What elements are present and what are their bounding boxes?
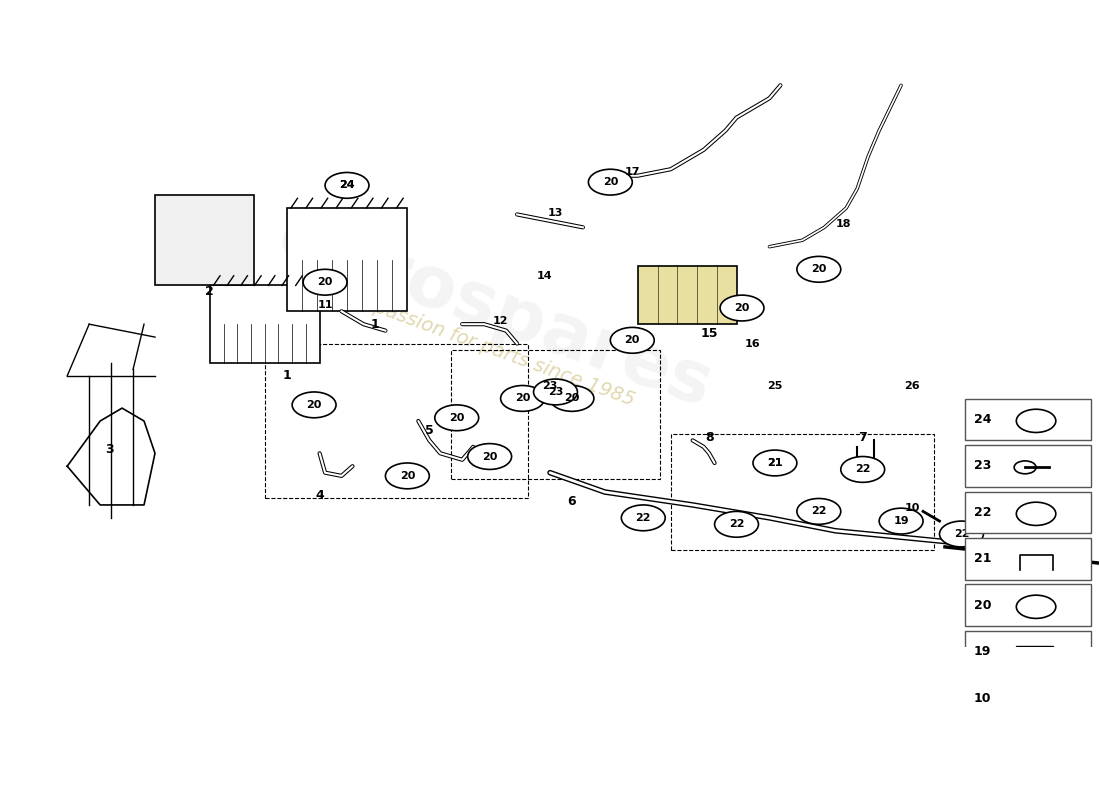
Text: 2: 2 [206, 286, 214, 298]
Text: 20: 20 [625, 335, 640, 346]
Polygon shape [987, 740, 1053, 750]
FancyBboxPatch shape [287, 208, 407, 311]
Text: 20: 20 [482, 451, 497, 462]
FancyBboxPatch shape [965, 585, 1091, 626]
Circle shape [796, 498, 840, 524]
Text: 20: 20 [603, 177, 618, 187]
Text: eurospares: eurospares [268, 201, 722, 422]
Text: 5: 5 [425, 424, 433, 437]
Circle shape [500, 386, 544, 411]
Text: 4: 4 [316, 489, 324, 502]
FancyBboxPatch shape [965, 445, 1091, 487]
Circle shape [550, 386, 594, 411]
Text: 20: 20 [399, 471, 415, 481]
Circle shape [754, 450, 796, 476]
Text: 121 07: 121 07 [999, 790, 1057, 800]
Text: 20: 20 [515, 394, 530, 403]
Text: 22: 22 [636, 513, 651, 523]
Circle shape [385, 463, 429, 489]
Text: 13: 13 [548, 208, 563, 218]
Text: 25: 25 [767, 381, 782, 390]
Circle shape [434, 405, 478, 430]
Text: 20: 20 [564, 394, 580, 403]
Text: 1: 1 [370, 318, 378, 330]
Text: 18: 18 [835, 219, 850, 229]
Text: 15: 15 [701, 327, 718, 341]
Text: 26: 26 [904, 381, 920, 390]
Text: 20: 20 [811, 264, 826, 274]
Text: 10: 10 [904, 503, 920, 513]
FancyBboxPatch shape [638, 266, 737, 324]
Text: 24: 24 [339, 180, 355, 190]
Text: 7: 7 [858, 430, 867, 444]
FancyBboxPatch shape [965, 398, 1091, 440]
Text: 22: 22 [954, 529, 969, 539]
Circle shape [715, 511, 759, 538]
Circle shape [840, 457, 884, 482]
Text: 24: 24 [339, 180, 355, 190]
Text: 10: 10 [974, 692, 991, 705]
Text: 11: 11 [317, 300, 333, 310]
Circle shape [468, 444, 512, 470]
Circle shape [939, 521, 983, 547]
Text: 23: 23 [542, 381, 558, 390]
FancyBboxPatch shape [965, 491, 1091, 534]
FancyBboxPatch shape [155, 195, 254, 286]
Circle shape [293, 392, 336, 418]
FancyBboxPatch shape [965, 678, 1091, 719]
Circle shape [621, 505, 665, 530]
Text: 21: 21 [767, 458, 783, 468]
Text: 23: 23 [974, 459, 991, 473]
Text: 22: 22 [974, 506, 991, 519]
Text: 12: 12 [493, 316, 508, 326]
Circle shape [304, 270, 346, 295]
Text: 20: 20 [974, 599, 991, 612]
Text: 20: 20 [735, 303, 750, 313]
Text: 21: 21 [974, 553, 991, 566]
Text: 20: 20 [449, 413, 464, 422]
Circle shape [588, 170, 632, 195]
FancyBboxPatch shape [965, 782, 1091, 800]
Text: 8: 8 [705, 430, 714, 444]
FancyBboxPatch shape [1016, 692, 1053, 707]
Text: 20: 20 [307, 400, 322, 410]
Text: 3: 3 [106, 443, 114, 456]
Circle shape [796, 256, 840, 282]
FancyBboxPatch shape [959, 720, 1097, 782]
Text: 22: 22 [811, 506, 826, 516]
Text: 21: 21 [767, 458, 783, 468]
FancyBboxPatch shape [965, 631, 1091, 673]
Circle shape [610, 327, 654, 354]
Polygon shape [1009, 730, 1064, 740]
FancyBboxPatch shape [965, 538, 1091, 580]
FancyBboxPatch shape [1016, 646, 1053, 661]
Text: 14: 14 [537, 270, 552, 281]
Text: a passion for parts since 1985: a passion for parts since 1985 [353, 290, 637, 410]
Circle shape [534, 379, 578, 405]
Text: 16: 16 [745, 338, 761, 349]
Text: 23: 23 [548, 387, 563, 397]
Text: 22: 22 [729, 519, 745, 530]
Text: 22: 22 [855, 465, 870, 474]
Text: 9: 9 [1033, 550, 1042, 563]
Text: 6: 6 [568, 495, 576, 508]
Text: 17: 17 [625, 167, 640, 178]
Text: 19: 19 [893, 516, 909, 526]
Circle shape [326, 173, 368, 198]
Text: 1: 1 [283, 370, 292, 382]
FancyBboxPatch shape [210, 286, 320, 363]
Text: 19: 19 [974, 646, 991, 658]
Circle shape [720, 295, 764, 321]
Text: 24: 24 [974, 413, 991, 426]
Text: 20: 20 [318, 278, 333, 287]
Circle shape [879, 508, 923, 534]
